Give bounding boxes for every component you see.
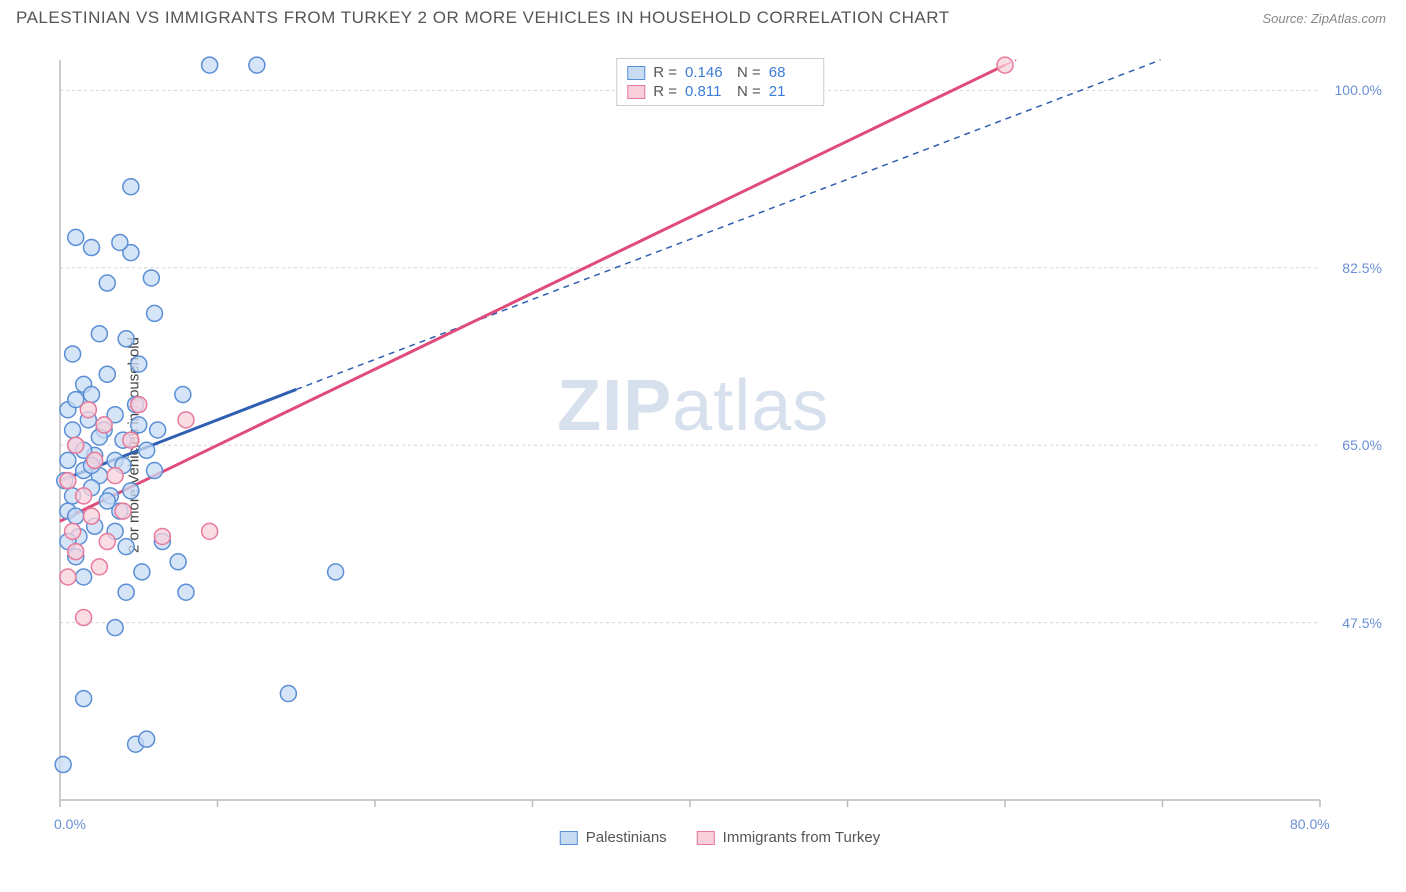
- legend-row-turkey: R = 0.811 N = 21: [627, 82, 813, 101]
- swatch-icon: [560, 831, 578, 845]
- chart-container: 2 or more Vehicles in Household ZIPatlas…: [50, 50, 1390, 840]
- legend-row-palestinians: R = 0.146 N = 68: [627, 63, 813, 82]
- y-tick-label: 65.0%: [1342, 437, 1382, 453]
- chart-title: PALESTINIAN VS IMMIGRANTS FROM TURKEY 2 …: [16, 8, 950, 28]
- y-tick-label: 82.5%: [1342, 260, 1382, 276]
- swatch-icon: [627, 85, 645, 99]
- x-tick-label: 80.0%: [1290, 816, 1330, 832]
- n-value: 68: [769, 64, 813, 81]
- swatch-icon: [627, 66, 645, 80]
- legend-label: Palestinians: [586, 829, 667, 846]
- legend-label: Immigrants from Turkey: [723, 829, 881, 846]
- series-legend: Palestinians Immigrants from Turkey: [560, 829, 880, 846]
- n-value: 21: [769, 83, 813, 100]
- swatch-icon: [697, 831, 715, 845]
- correlation-legend: R = 0.146 N = 68 R = 0.811 N = 21: [616, 58, 824, 106]
- n-label: N =: [737, 64, 761, 81]
- y-tick-label: 47.5%: [1342, 615, 1382, 631]
- r-label: R =: [653, 64, 677, 81]
- r-value: 0.811: [685, 83, 729, 100]
- x-tick-label: 0.0%: [54, 816, 86, 832]
- r-label: R =: [653, 83, 677, 100]
- legend-item-palestinians: Palestinians: [560, 829, 667, 846]
- r-value: 0.146: [685, 64, 729, 81]
- n-label: N =: [737, 83, 761, 100]
- source-attribution: Source: ZipAtlas.com: [1262, 11, 1386, 26]
- legend-item-turkey: Immigrants from Turkey: [697, 829, 881, 846]
- scatter-plot: [50, 50, 1390, 840]
- y-tick-label: 100.0%: [1335, 82, 1382, 98]
